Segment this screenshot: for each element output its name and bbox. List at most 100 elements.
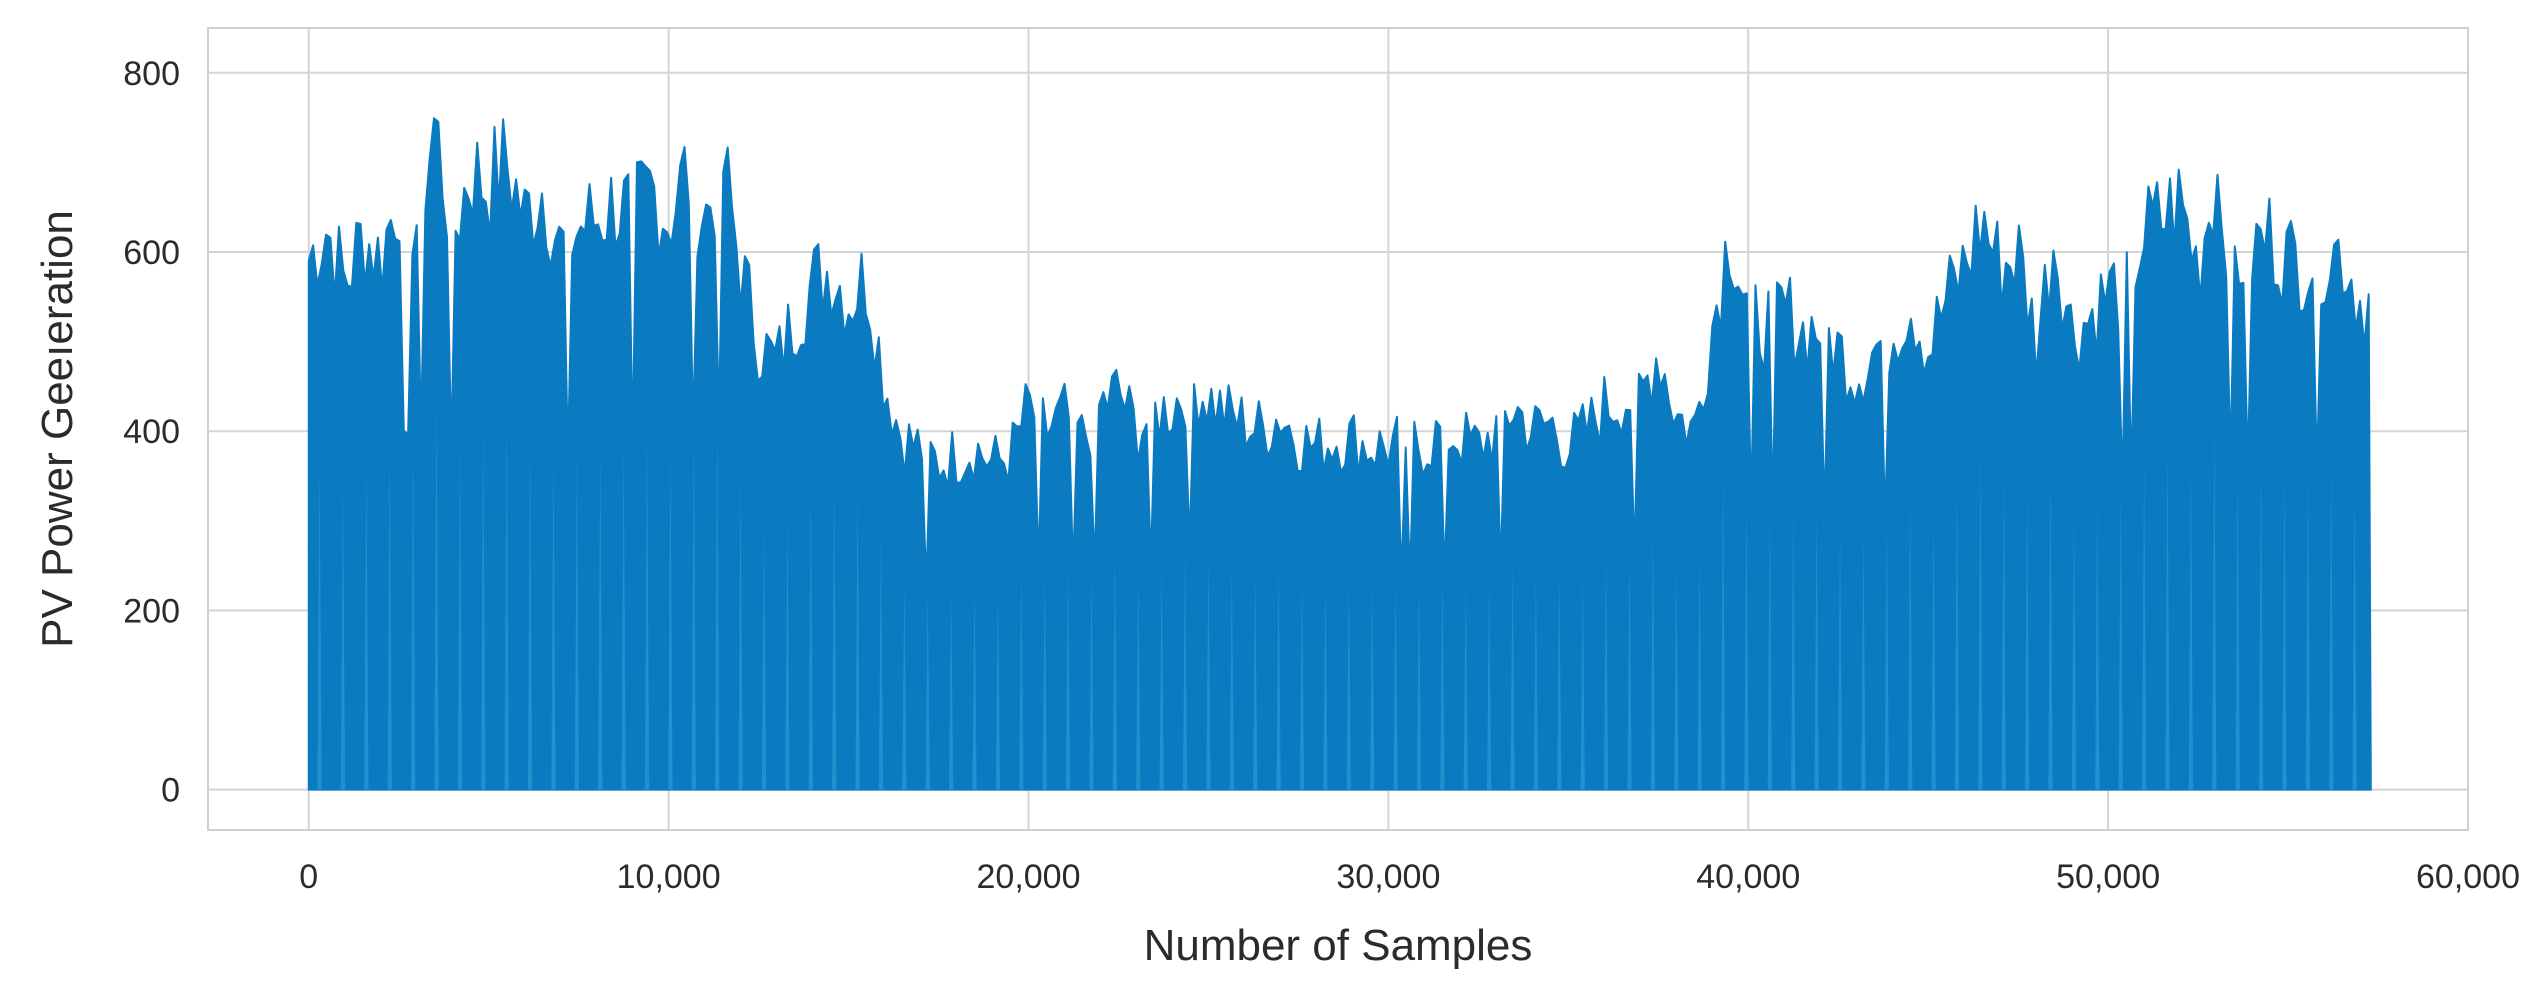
- series-streak: [1697, 553, 1702, 790]
- series-streak: [1276, 563, 1281, 790]
- series-streak: [1837, 525, 1843, 790]
- series-streak: [1720, 473, 1726, 790]
- series-streak: [2118, 485, 2123, 790]
- series-streak: [1089, 567, 1094, 790]
- series-streak: [527, 438, 533, 790]
- x-tick-label: 60,000: [2416, 858, 2520, 896]
- series-streak: [2024, 491, 2030, 790]
- series-streak: [1019, 569, 1024, 790]
- y-tick-labels: 0 200 400 600 800: [123, 55, 180, 810]
- x-tick-label: 50,000: [2056, 858, 2160, 896]
- series-streak: [1580, 574, 1585, 790]
- series-streak: [2048, 467, 2053, 790]
- series-streak: [1791, 506, 1796, 790]
- series-streak: [715, 420, 720, 790]
- series-layer: [307, 117, 2372, 791]
- series-streak: [995, 591, 1001, 790]
- series-streak: [2141, 454, 2147, 790]
- series-streak: [785, 515, 790, 790]
- series-streak: [1370, 582, 1375, 790]
- series-streak: [1323, 580, 1328, 790]
- series-streak: [2305, 468, 2311, 790]
- series-streak: [481, 422, 486, 790]
- series-streak: [1603, 557, 1609, 790]
- series-streak: [2258, 459, 2264, 790]
- series-streak: [2165, 441, 2170, 790]
- series-streak: [878, 530, 884, 790]
- series-streak: [1299, 578, 1305, 790]
- series-streak: [1159, 560, 1164, 790]
- series-streak: [1533, 571, 1539, 790]
- series-streak: [2212, 421, 2217, 790]
- series-streak: [598, 442, 603, 790]
- series-streak: [738, 474, 743, 790]
- series-streak: [1931, 514, 1936, 790]
- series-streak: [1416, 581, 1422, 790]
- series-streak: [574, 451, 580, 790]
- series-streak: [1042, 571, 1047, 790]
- plot-frame: [207, 27, 2469, 831]
- series-streak: [621, 439, 626, 790]
- series-streak: [691, 426, 696, 790]
- series-streak: [1627, 553, 1632, 790]
- series-streak: [434, 392, 439, 790]
- y-tick-label: 800: [123, 55, 180, 93]
- series-streak: [2188, 458, 2194, 790]
- series-streak: [1814, 509, 1819, 790]
- series-streak: [855, 486, 860, 790]
- series-streak: [668, 441, 673, 790]
- series-streak: [644, 428, 650, 790]
- series-streak: [1463, 579, 1468, 790]
- series-streak: [457, 438, 463, 790]
- series-streak: [1229, 564, 1234, 790]
- series-streak: [551, 448, 556, 790]
- series-streak: [1065, 565, 1071, 790]
- x-axis-label: Number of Samples: [1144, 921, 1533, 970]
- series-streak: [410, 440, 416, 790]
- series-streak: [1182, 547, 1188, 790]
- y-tick-label: 400: [123, 413, 180, 451]
- series-streak: [2329, 464, 2334, 790]
- series-streak: [1767, 506, 1773, 790]
- series-streak: [925, 586, 930, 790]
- series-streak: [504, 410, 509, 790]
- series-streak: [1557, 575, 1562, 790]
- series-streak: [1861, 532, 1866, 790]
- series-streak: [364, 457, 369, 790]
- series-streak: [1884, 516, 1889, 790]
- series-streak: [972, 582, 977, 790]
- series-streak: [1112, 550, 1118, 790]
- series-streak: [2095, 497, 2100, 790]
- series-streak: [761, 523, 767, 790]
- series-streak: [2001, 472, 2006, 790]
- x-tick-label: 30,000: [1336, 858, 1440, 896]
- series-streak: [1393, 580, 1398, 790]
- series-streak: [2282, 466, 2287, 790]
- series-streak: [1486, 576, 1492, 790]
- series-streak: [1650, 532, 1656, 790]
- series-streak: [948, 589, 954, 790]
- series-streak: [1346, 577, 1351, 790]
- series-streak: [1253, 570, 1258, 790]
- series-streak: [808, 486, 813, 790]
- x-tick-labels: 0 10,000 20,000 30,000 40,000 50,000 60,000: [299, 858, 2520, 896]
- series-streak: [1954, 482, 1960, 790]
- series-streak: [1510, 559, 1515, 790]
- series-streak: [832, 478, 837, 790]
- series-streak: [1978, 447, 1983, 790]
- series-streak: [902, 578, 907, 790]
- y-tick-label: 200: [123, 592, 180, 630]
- series-streak: [317, 457, 322, 790]
- series-streak: [1136, 571, 1141, 790]
- y-tick-label: 600: [123, 234, 180, 272]
- x-tick-label: 20,000: [977, 858, 1081, 896]
- y-axis-label: PV Power Geeıeration: [33, 210, 82, 648]
- series-streak: [340, 480, 346, 790]
- series-area: [307, 117, 2372, 791]
- series-streak: [1908, 493, 1913, 790]
- series-streak: [1440, 572, 1445, 790]
- series-streak: [2235, 468, 2240, 790]
- y-tick-label: 0: [161, 772, 180, 810]
- x-tick-label: 10,000: [617, 858, 721, 896]
- series-streak: [2352, 485, 2357, 790]
